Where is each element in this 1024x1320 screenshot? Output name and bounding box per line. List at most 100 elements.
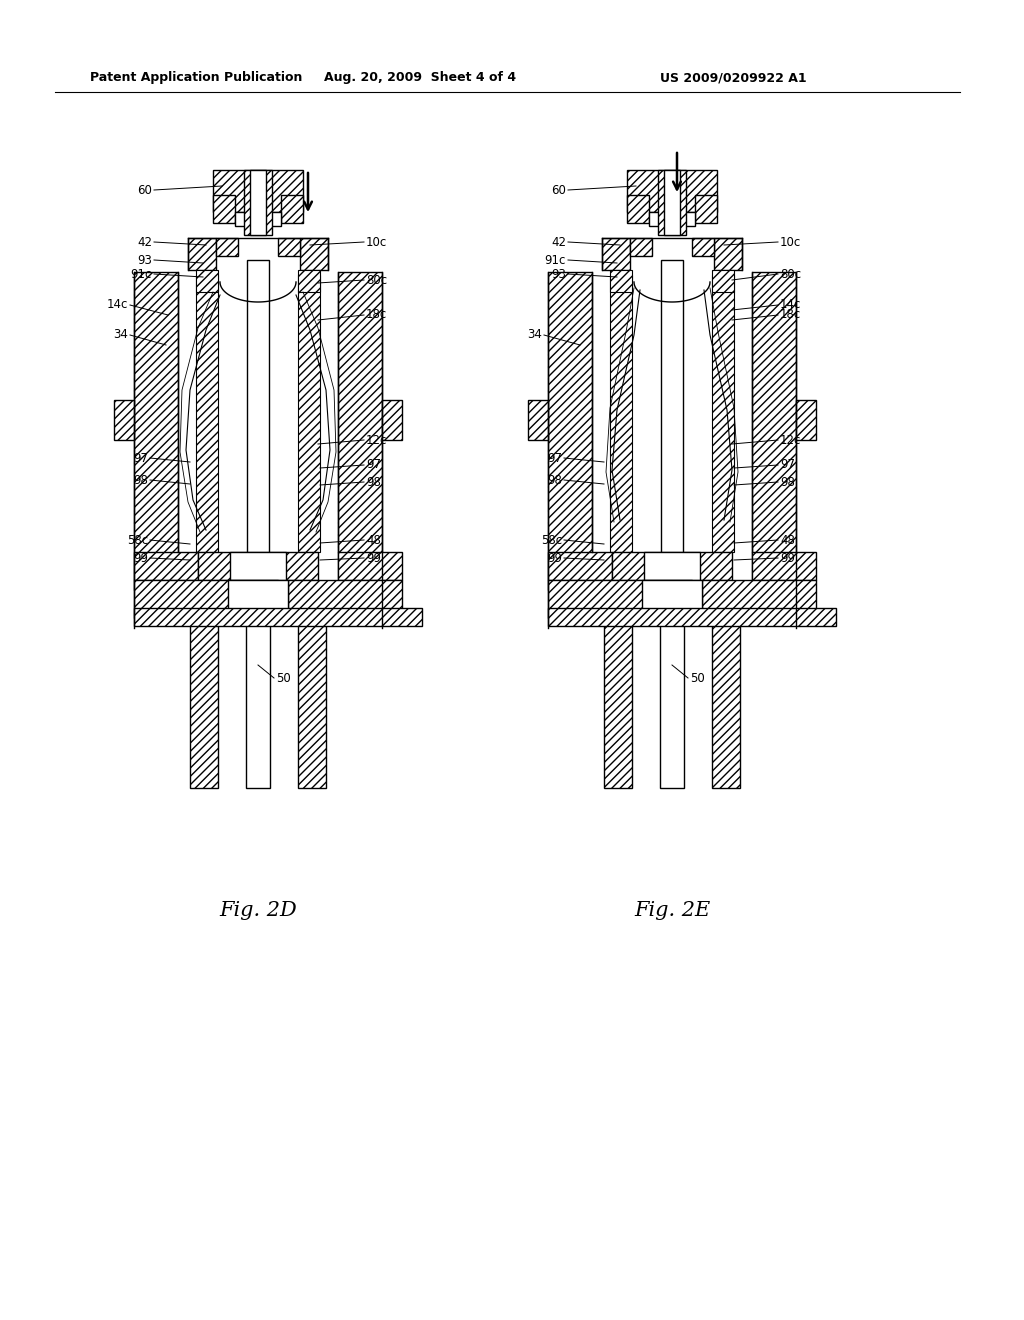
Bar bbox=[712, 618, 740, 788]
Bar bbox=[230, 552, 286, 579]
Bar bbox=[216, 238, 238, 256]
Bar bbox=[298, 618, 326, 788]
Text: 58c: 58c bbox=[127, 533, 148, 546]
Text: 60: 60 bbox=[551, 183, 566, 197]
Bar bbox=[548, 579, 692, 618]
Text: 99: 99 bbox=[780, 552, 795, 565]
Bar bbox=[213, 195, 234, 223]
Bar bbox=[196, 271, 218, 292]
Bar bbox=[702, 579, 816, 618]
Bar bbox=[610, 275, 632, 552]
Bar bbox=[198, 552, 318, 579]
Bar bbox=[190, 618, 218, 788]
Text: 12c: 12c bbox=[366, 433, 387, 446]
Text: 93: 93 bbox=[137, 253, 152, 267]
Text: 42: 42 bbox=[551, 235, 566, 248]
Text: Aug. 20, 2009  Sheet 4 of 4: Aug. 20, 2009 Sheet 4 of 4 bbox=[324, 71, 516, 84]
Bar bbox=[692, 238, 714, 256]
Bar bbox=[627, 170, 717, 213]
Bar bbox=[679, 213, 695, 226]
Text: 14c: 14c bbox=[780, 298, 802, 312]
Text: 34: 34 bbox=[113, 329, 128, 342]
Text: 48: 48 bbox=[366, 533, 381, 546]
Bar bbox=[338, 552, 402, 579]
Text: 12c: 12c bbox=[780, 433, 802, 446]
Text: 98: 98 bbox=[366, 475, 381, 488]
Bar bbox=[250, 170, 266, 235]
Bar bbox=[278, 238, 300, 256]
Text: US 2009/0209922 A1: US 2009/0209922 A1 bbox=[660, 71, 807, 84]
Bar bbox=[134, 579, 278, 618]
Bar bbox=[114, 400, 134, 440]
Text: 80c: 80c bbox=[366, 273, 387, 286]
Bar bbox=[134, 609, 422, 626]
Bar bbox=[548, 609, 836, 626]
Bar bbox=[548, 552, 612, 579]
Bar bbox=[642, 579, 702, 618]
Text: 98: 98 bbox=[547, 474, 562, 487]
Text: 50: 50 bbox=[276, 672, 291, 685]
Bar bbox=[630, 238, 652, 256]
Bar bbox=[627, 195, 649, 223]
Text: 58c: 58c bbox=[541, 533, 562, 546]
Text: 99: 99 bbox=[547, 552, 562, 565]
Text: 14c: 14c bbox=[106, 298, 128, 312]
Bar bbox=[644, 552, 700, 579]
Bar bbox=[714, 238, 742, 271]
Bar bbox=[134, 272, 178, 590]
Bar bbox=[288, 579, 402, 618]
Text: 48: 48 bbox=[780, 533, 795, 546]
Bar bbox=[612, 552, 732, 579]
Text: 98: 98 bbox=[780, 475, 795, 488]
Text: 80c: 80c bbox=[780, 268, 801, 281]
Text: 93: 93 bbox=[551, 268, 566, 281]
Bar bbox=[298, 275, 319, 552]
Bar bbox=[664, 170, 680, 235]
Bar bbox=[660, 618, 684, 788]
Text: 98: 98 bbox=[133, 474, 148, 487]
Text: 97: 97 bbox=[547, 451, 562, 465]
Bar bbox=[244, 170, 272, 235]
Text: Patent Application Publication: Patent Application Publication bbox=[90, 71, 302, 84]
Bar bbox=[196, 275, 218, 552]
Text: 97: 97 bbox=[133, 451, 148, 465]
Bar bbox=[695, 195, 717, 223]
Bar bbox=[338, 272, 382, 590]
Text: 42: 42 bbox=[137, 235, 152, 248]
Text: 97: 97 bbox=[366, 458, 381, 471]
Bar bbox=[234, 213, 251, 226]
Text: 91c: 91c bbox=[545, 253, 566, 267]
Bar bbox=[134, 552, 198, 579]
Text: 91c: 91c bbox=[131, 268, 152, 281]
Text: 99: 99 bbox=[366, 552, 381, 565]
Text: 10c: 10c bbox=[366, 235, 387, 248]
Bar bbox=[188, 238, 216, 271]
Bar bbox=[658, 170, 686, 235]
Bar bbox=[610, 271, 632, 292]
Bar bbox=[662, 260, 683, 630]
Text: Fig. 2D: Fig. 2D bbox=[219, 900, 297, 920]
Bar bbox=[752, 552, 816, 579]
Text: 10c: 10c bbox=[780, 235, 801, 248]
Bar bbox=[213, 170, 303, 213]
Bar bbox=[528, 400, 548, 440]
Text: 97: 97 bbox=[780, 458, 795, 471]
Bar bbox=[382, 400, 402, 440]
Bar bbox=[281, 195, 303, 223]
Bar bbox=[712, 271, 734, 292]
Bar bbox=[247, 260, 269, 630]
Bar bbox=[602, 238, 630, 271]
Text: 34: 34 bbox=[527, 329, 542, 342]
Bar bbox=[228, 579, 288, 618]
Bar bbox=[604, 618, 632, 788]
Text: 18c: 18c bbox=[780, 309, 801, 322]
Text: 60: 60 bbox=[137, 183, 152, 197]
Bar bbox=[265, 213, 281, 226]
Bar bbox=[300, 238, 328, 271]
Bar bbox=[548, 272, 592, 590]
Text: Fig. 2E: Fig. 2E bbox=[634, 900, 710, 920]
Text: 50: 50 bbox=[690, 672, 705, 685]
Bar bbox=[796, 400, 816, 440]
Bar bbox=[649, 213, 665, 226]
Bar bbox=[752, 272, 796, 590]
